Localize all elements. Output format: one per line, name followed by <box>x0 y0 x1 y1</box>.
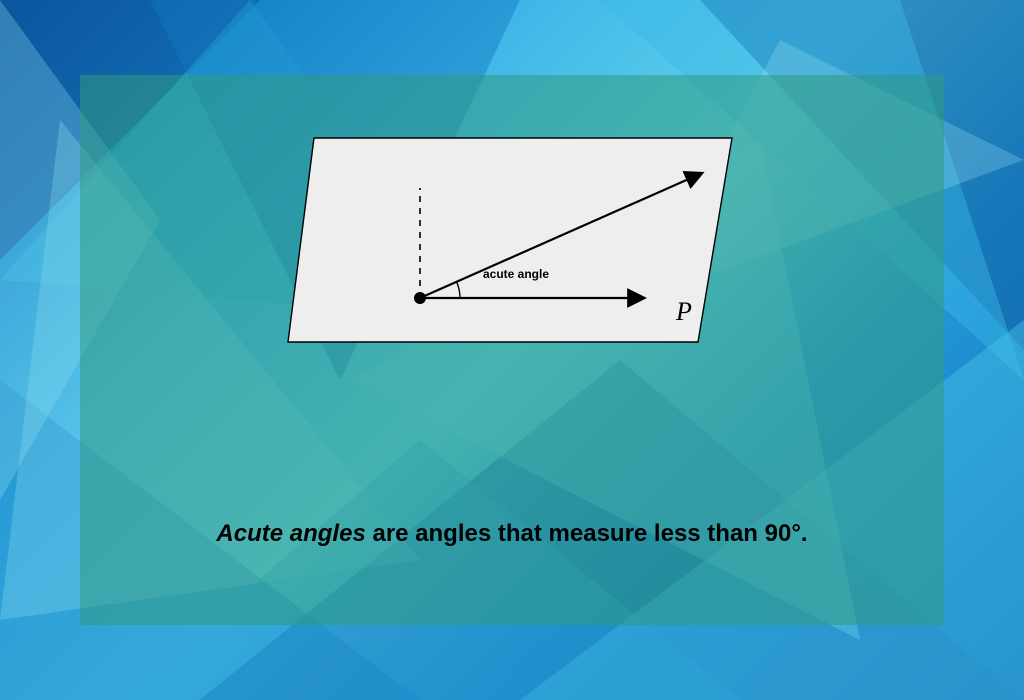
caption-keyword: Acute angles <box>216 520 365 547</box>
caption-rest: are angles that measure less than 90°. <box>366 520 808 547</box>
definition-caption: Acute angles are angles that measure les… <box>0 520 1024 548</box>
